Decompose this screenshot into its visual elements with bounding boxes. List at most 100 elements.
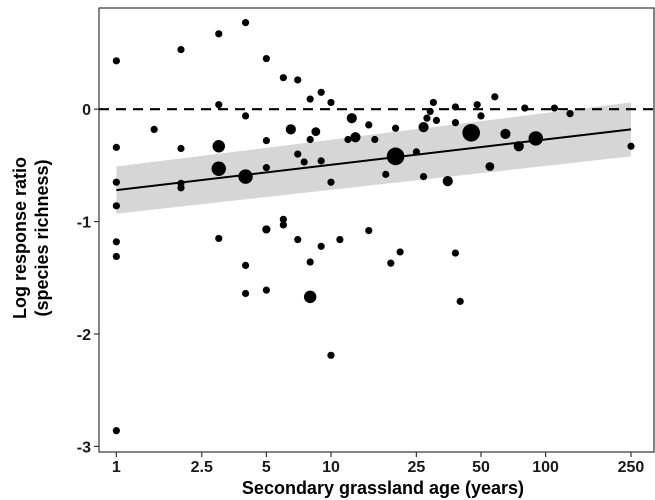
data-point <box>177 184 185 192</box>
data-point <box>350 132 361 143</box>
y-tick-label: -3 <box>77 439 91 456</box>
data-point <box>212 140 225 153</box>
x-tick-label: 50 <box>472 459 490 476</box>
data-point <box>521 104 529 112</box>
data-point <box>317 242 325 250</box>
x-tick-label: 2.5 <box>191 459 213 476</box>
data-point <box>279 221 287 229</box>
data-point <box>241 261 250 270</box>
data-point <box>432 116 441 125</box>
data-point <box>215 234 223 243</box>
data-point <box>477 112 485 120</box>
regression <box>116 128 632 192</box>
data-point <box>303 290 317 304</box>
data-point <box>112 178 120 186</box>
data-point <box>396 248 404 256</box>
data-point <box>112 57 120 65</box>
data-point <box>327 178 335 186</box>
y-tick-label: -2 <box>77 327 91 344</box>
data-point <box>317 157 325 165</box>
y-tick-label: 0 <box>82 102 91 119</box>
data-point <box>215 30 223 38</box>
data-point <box>550 104 559 112</box>
data-point <box>442 176 453 187</box>
data-point <box>150 125 158 133</box>
data-point <box>294 235 302 244</box>
data-point <box>346 113 357 124</box>
data-point <box>300 158 308 166</box>
data-point <box>456 297 464 305</box>
data-point <box>451 119 460 127</box>
y-axis: -3 -2 -1 0 <box>77 102 99 456</box>
data-point <box>177 144 185 153</box>
data-point <box>491 93 499 101</box>
data-point <box>429 98 437 107</box>
data-point <box>311 127 321 137</box>
data-point <box>327 98 335 107</box>
data-point <box>365 121 373 129</box>
data-point <box>371 135 379 144</box>
y-axis-title-line-1: Log response ratio <box>10 157 30 319</box>
x-tick-label: 100 <box>532 459 559 476</box>
data-point <box>566 110 574 118</box>
data-point <box>306 135 314 144</box>
x-tick-label: 25 <box>407 459 425 476</box>
data-point <box>211 161 226 176</box>
data-point <box>419 173 428 181</box>
data-point <box>451 249 460 257</box>
data-point <box>426 107 434 116</box>
data-point <box>423 114 431 122</box>
data-point <box>391 124 400 132</box>
data-point <box>382 170 390 178</box>
data-point <box>279 215 287 223</box>
data-points <box>112 19 635 435</box>
data-point <box>387 259 395 267</box>
data-point <box>473 101 481 109</box>
data-point <box>418 122 429 133</box>
data-point <box>365 226 373 235</box>
y-tick-label: -1 <box>77 215 91 232</box>
data-point <box>485 162 495 171</box>
data-point <box>112 252 120 261</box>
data-point <box>215 101 223 109</box>
data-point <box>262 286 270 294</box>
data-point <box>112 238 120 246</box>
x-tick-label: 10 <box>322 459 340 476</box>
regression-line <box>116 128 632 192</box>
data-point <box>528 131 543 146</box>
data-point <box>177 45 185 54</box>
x-tick-label: 5 <box>262 459 271 476</box>
data-point <box>306 95 314 103</box>
plot-area <box>98 7 655 453</box>
data-point <box>336 235 344 244</box>
data-point <box>262 54 270 63</box>
y-axis-title-line-2: (species richness) <box>32 159 52 316</box>
data-point <box>112 143 120 151</box>
data-point <box>344 135 352 144</box>
data-point <box>112 202 120 210</box>
x-axis-title: Secondary grassland age (years) <box>242 478 524 498</box>
data-point <box>306 258 314 266</box>
plot-border <box>98 7 655 453</box>
data-point <box>317 88 325 96</box>
data-point <box>262 225 271 234</box>
x-axis: 1 2.5 5 10 25 50 100 250 <box>112 452 645 476</box>
data-point <box>241 289 250 298</box>
data-point <box>241 112 250 120</box>
data-point <box>241 19 250 27</box>
data-point <box>327 351 335 359</box>
data-point <box>279 74 287 82</box>
data-point <box>112 427 120 435</box>
data-point <box>500 128 511 139</box>
data-point <box>294 150 302 158</box>
data-point <box>285 124 296 135</box>
data-point <box>262 164 270 172</box>
data-point <box>627 142 635 150</box>
x-tick-label: 250 <box>618 459 645 476</box>
data-point <box>262 137 270 145</box>
data-point <box>238 169 253 184</box>
data-point <box>294 76 302 84</box>
data-point <box>451 103 460 111</box>
data-point <box>462 123 480 142</box>
